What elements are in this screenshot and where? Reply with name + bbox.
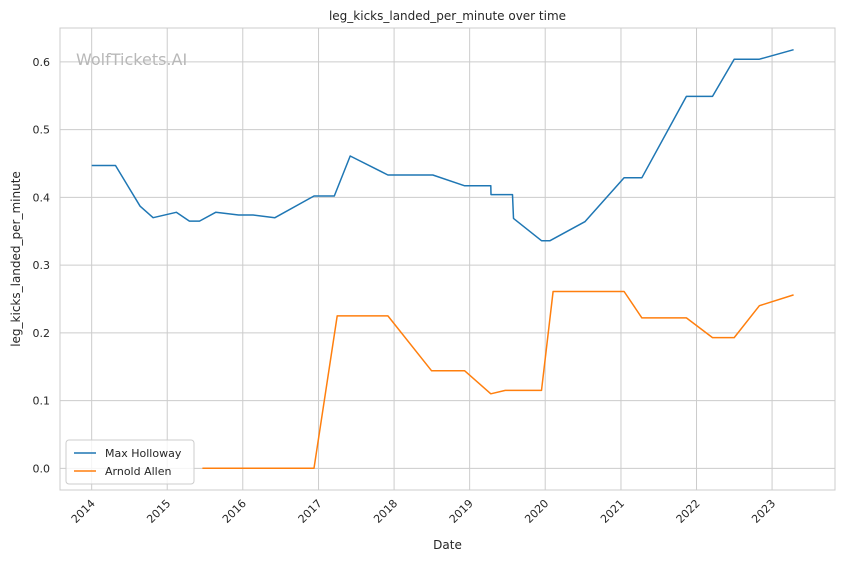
y-axis-ticks: 0.0 0.1 0.2 0.3 0.4 0.5 0.6	[33, 56, 51, 475]
plot-frame	[59, 27, 836, 491]
y-tick-label: 0.6	[33, 56, 51, 69]
series-line-0	[91, 48, 794, 242]
y-tick-label: 0.2	[33, 327, 51, 340]
y-tick-label: 0.1	[33, 395, 51, 408]
legend-box	[65, 439, 195, 485]
series-layer	[91, 48, 794, 470]
y-axis-title: leg_kicks_landed_per_minute	[9, 171, 23, 347]
y-tick-label: 0.5	[33, 124, 51, 137]
legend-label: Arnold Allen	[105, 465, 171, 478]
chart-title: leg_kicks_landed_per_minute over time	[329, 9, 566, 23]
legend-label: Max Holloway	[105, 447, 182, 460]
y-tick-label: 0.3	[33, 259, 51, 272]
legend: Max Holloway Arnold Allen	[65, 439, 195, 485]
grid	[60, 28, 835, 490]
watermark-text: WolfTickets.AI	[76, 50, 187, 69]
x-axis-title: Date	[433, 538, 462, 552]
y-tick-label: 0.4	[33, 191, 51, 204]
y-tick-label: 0.0	[33, 462, 51, 475]
series-line-1	[202, 290, 794, 470]
